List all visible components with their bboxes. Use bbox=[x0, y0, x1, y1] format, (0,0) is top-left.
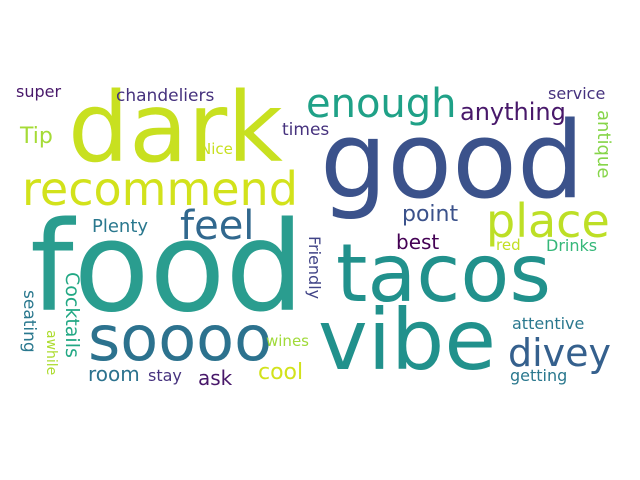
word-room: room bbox=[88, 362, 140, 386]
word-antique: antique bbox=[593, 110, 614, 179]
word-tip: Tip bbox=[20, 124, 53, 149]
word-times: times bbox=[282, 120, 330, 140]
word-drinks: Drinks bbox=[546, 236, 598, 255]
word-best: best bbox=[396, 230, 440, 254]
word-stay: stay bbox=[148, 366, 182, 385]
word-wines: wines bbox=[266, 332, 309, 350]
word-awhile: awhile bbox=[43, 330, 59, 376]
word-recommend: recommend bbox=[22, 162, 298, 216]
word-anything: anything bbox=[460, 98, 566, 126]
word-enough: enough bbox=[306, 81, 457, 127]
word-ask: ask bbox=[198, 366, 233, 390]
word-good: good bbox=[320, 99, 585, 222]
word-tacos: tacos bbox=[336, 227, 551, 320]
word-divey: divey bbox=[508, 331, 612, 375]
word-plenty: Plenty bbox=[92, 216, 149, 237]
word-cocktails: Cocktails bbox=[61, 272, 83, 358]
word-place: place bbox=[486, 194, 610, 248]
word-attentive: attentive bbox=[512, 314, 585, 333]
word-chandeliers: chandeliers bbox=[116, 86, 215, 106]
word-seating: seating bbox=[19, 290, 39, 353]
word-dark: dark bbox=[68, 72, 283, 184]
word-nice: Nice bbox=[200, 140, 233, 158]
word-soooo: soooo bbox=[88, 302, 273, 375]
word-friendly: Friendly bbox=[305, 236, 324, 300]
word-feel: feel bbox=[180, 203, 255, 249]
word-cool: cool bbox=[258, 360, 304, 385]
word-super: super bbox=[16, 82, 62, 101]
word-getting: getting bbox=[510, 366, 568, 385]
word-vibe: vibe bbox=[318, 291, 497, 389]
word-food: food bbox=[30, 196, 305, 340]
word-service: service bbox=[548, 84, 606, 103]
word-point: point bbox=[402, 202, 459, 227]
word-red: red bbox=[496, 236, 521, 254]
